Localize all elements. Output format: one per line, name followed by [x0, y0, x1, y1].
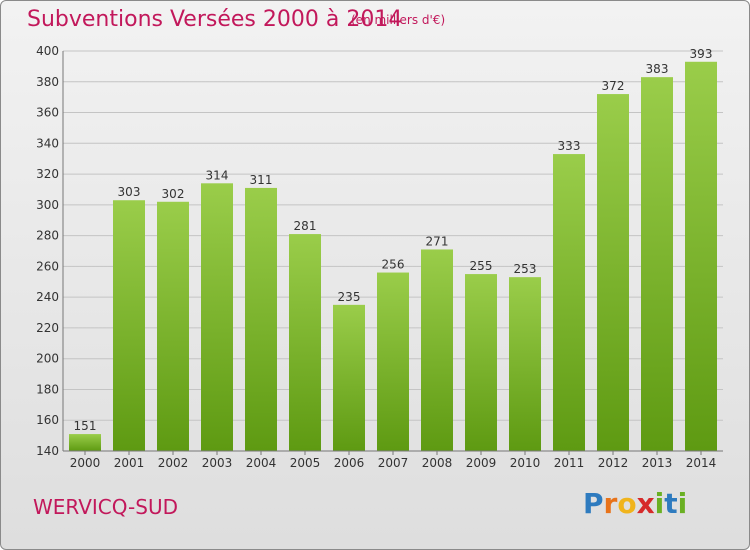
- bar-2001: [113, 200, 145, 451]
- bar-2000: [69, 434, 101, 451]
- bar-value-label: 302: [162, 187, 185, 201]
- y-tick-label: 180: [36, 382, 59, 396]
- x-tick-label: 2014: [686, 456, 717, 470]
- bar-value-label: 235: [338, 290, 361, 304]
- bar-2008: [421, 249, 453, 451]
- data-labels: 151 303 302 314 311 281 235 256 271 255 253 333 372 3…: [74, 47, 713, 433]
- bar-2012: [597, 94, 629, 452]
- bar-value-label: 383: [646, 62, 669, 76]
- x-tick-label: 2005: [290, 456, 321, 470]
- logo-letter: r: [603, 487, 618, 520]
- chart-subtitle: (en milliers d'€): [351, 13, 446, 27]
- y-tick-label: 320: [36, 167, 59, 181]
- logo-letter: i: [654, 487, 665, 520]
- bar-2002: [157, 201, 189, 451]
- x-tick-label: 2000: [70, 456, 101, 470]
- bar-value-label: 271: [426, 234, 449, 248]
- x-tick-label: 2009: [466, 456, 497, 470]
- bar-2011: [553, 154, 585, 452]
- bar-value-label: 281: [294, 219, 317, 233]
- x-tick-label: 2004: [246, 456, 277, 470]
- y-tick-label: 400: [36, 44, 59, 58]
- y-tick-label: 300: [36, 198, 59, 212]
- x-tick-label: 2008: [422, 456, 453, 470]
- y-tick-label: 260: [36, 259, 59, 273]
- x-tick-label: 2011: [554, 456, 585, 470]
- bar-value-label: 255: [470, 259, 493, 273]
- axes: 140 160 180 200 220 240 260 280 300 320 340 360 380 4…: [36, 44, 723, 470]
- bar-value-label: 314: [206, 168, 229, 182]
- bar-2007: [377, 272, 409, 451]
- bar-value-label: 151: [74, 419, 97, 433]
- x-tick-label: 2013: [642, 456, 673, 470]
- bar-2006: [333, 304, 365, 451]
- y-tick-label: 140: [36, 444, 59, 458]
- logo-letter: t: [664, 487, 678, 520]
- bar-2004: [245, 187, 277, 451]
- logo-letter: x: [636, 487, 655, 520]
- y-tick-label: 380: [36, 75, 59, 89]
- commune-name: WERVICQ-SUD: [33, 495, 179, 519]
- bar-value-label: 303: [118, 185, 141, 199]
- y-tick-label: 360: [36, 106, 59, 120]
- bar-2003: [201, 183, 233, 452]
- y-tick-label: 220: [36, 321, 59, 335]
- proxiti-logo: Proxiti: [583, 487, 687, 520]
- bar-value-label: 253: [514, 262, 537, 276]
- y-tick-label: 160: [36, 413, 59, 427]
- bars: [69, 61, 717, 452]
- bar-value-label: 393: [690, 47, 713, 61]
- x-tick-label: 2003: [202, 456, 233, 470]
- bar-2005: [289, 234, 321, 451]
- x-tick-label: 2001: [114, 456, 145, 470]
- bar-2014: [685, 61, 717, 452]
- logo-letter: o: [617, 487, 637, 520]
- x-tick-label: 2012: [598, 456, 629, 470]
- y-tick-label: 340: [36, 136, 59, 150]
- chart-title: Subventions Versées 2000 à 2014: [27, 7, 403, 32]
- logo-letter: P: [583, 487, 604, 520]
- bar-value-label: 256: [382, 258, 405, 272]
- bar-value-label: 333: [558, 139, 581, 153]
- x-tick-label: 2010: [510, 456, 541, 470]
- bar-2009: [465, 274, 497, 451]
- bar-2010: [509, 277, 541, 451]
- bar-value-label: 311: [250, 173, 273, 187]
- bar-2013: [641, 77, 673, 452]
- x-tick-label: 2002: [158, 456, 189, 470]
- y-tick-label: 240: [36, 290, 59, 304]
- x-tick-label: 2006: [334, 456, 365, 470]
- x-tick-label: 2007: [378, 456, 409, 470]
- bar-value-label: 372: [602, 79, 625, 93]
- y-tick-label: 280: [36, 229, 59, 243]
- y-tick-label: 200: [36, 352, 59, 366]
- logo-letter: i: [677, 487, 688, 520]
